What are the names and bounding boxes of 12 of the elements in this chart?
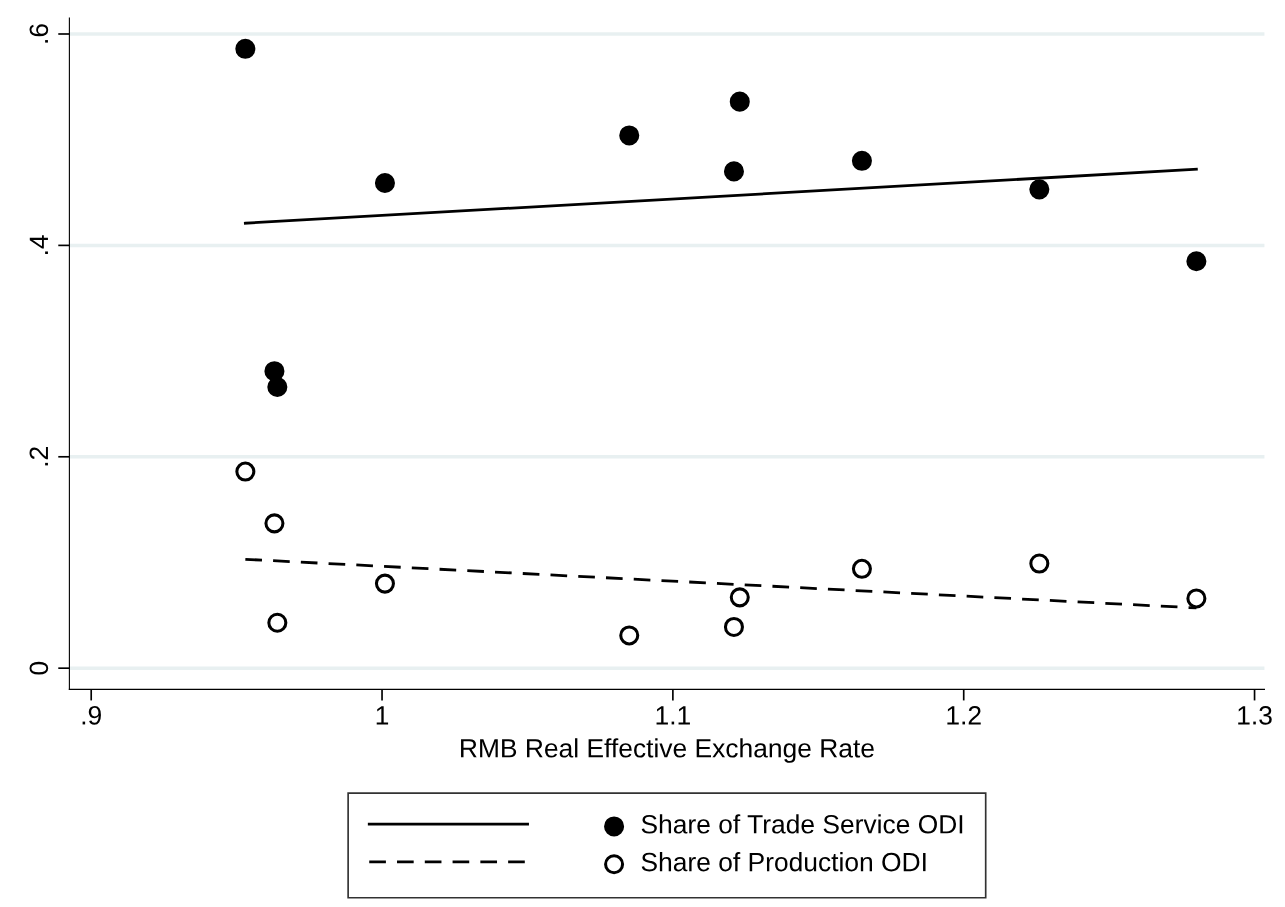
y-tick-label: .4	[29, 235, 48, 254]
y-tick-label: .6	[29, 24, 49, 43]
x-tick-label: 1.1	[656, 706, 690, 725]
x-tick-label: .9	[82, 705, 101, 725]
x-tick-label: 1.2	[947, 705, 981, 725]
x-axis-title: RMB Real Effective Exchange Rate	[461, 738, 874, 763]
y-tick-label: .2	[29, 447, 48, 466]
legend-label: Share of Production ODI	[641, 852, 926, 872]
x-tick-label: 1.3	[1238, 705, 1272, 725]
x-tick-label: 1	[376, 706, 389, 725]
y-tick-label: 0	[29, 661, 49, 675]
legend-label: Share of Trade Service ODI	[641, 814, 963, 834]
